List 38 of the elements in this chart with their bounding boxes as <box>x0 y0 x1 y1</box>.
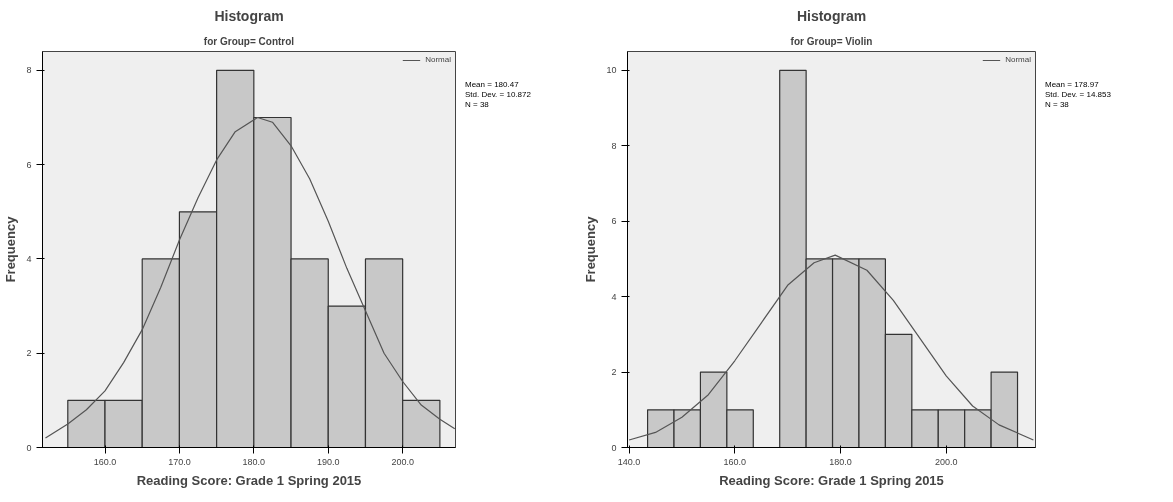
y-tick-label: 2 <box>26 348 32 359</box>
y-tick-label: 6 <box>611 216 617 227</box>
text: Std. Dev. = 14.853 <box>1045 90 1111 99</box>
x-tick-label: 160.0 <box>723 456 747 467</box>
chart-title: Histogram <box>796 7 867 24</box>
x-tick-label: 200.0 <box>391 456 414 467</box>
x-tick-label: 140.0 <box>617 456 641 467</box>
x-tick-label: 200.0 <box>934 456 958 467</box>
line-series <box>44 116 456 439</box>
x-tick-label: 170.0 <box>168 456 191 467</box>
x-tick-label: 180.0 <box>242 456 266 467</box>
y-axis-title: Frequency <box>3 215 19 283</box>
y-tick-label: 8 <box>611 140 617 151</box>
y-tick-label: 10 <box>606 65 617 76</box>
x-axis-title: Reading Score: Grade 1 Spring 2015 <box>719 472 944 488</box>
text: Std. Dev. = 10.872 <box>465 90 531 99</box>
line-series <box>628 254 1034 441</box>
text: Mean = 178.97 <box>1045 80 1099 89</box>
y-tick-label: 0 <box>26 442 32 453</box>
y-tick-label: 6 <box>26 159 32 170</box>
y-tick-label: 4 <box>611 291 617 302</box>
chart-subtitle: for Group= Violin <box>790 35 873 47</box>
text: N = 38 <box>465 100 489 109</box>
y-tick-label: 2 <box>611 367 617 378</box>
chart-subtitle: for Group= Control <box>203 35 295 47</box>
chart-title: Histogram <box>214 7 284 24</box>
y-tick-label: 0 <box>611 442 617 453</box>
x-tick-label: 190.0 <box>316 456 340 467</box>
y-tick-label: 8 <box>26 65 32 76</box>
legend-label: Normal <box>425 55 451 64</box>
y-tick-label: 4 <box>26 253 32 264</box>
x-tick-label: 180.0 <box>829 456 852 467</box>
x-axis-title: Reading Score: Grade 1 Spring 2015 <box>136 472 362 488</box>
legend-label: Normal <box>1005 55 1031 64</box>
x-tick-label: 160.0 <box>93 456 117 467</box>
y-axis-title: Frequency <box>583 215 599 283</box>
text: N = 38 <box>1045 100 1069 109</box>
text: Mean = 180.47 <box>465 80 519 89</box>
